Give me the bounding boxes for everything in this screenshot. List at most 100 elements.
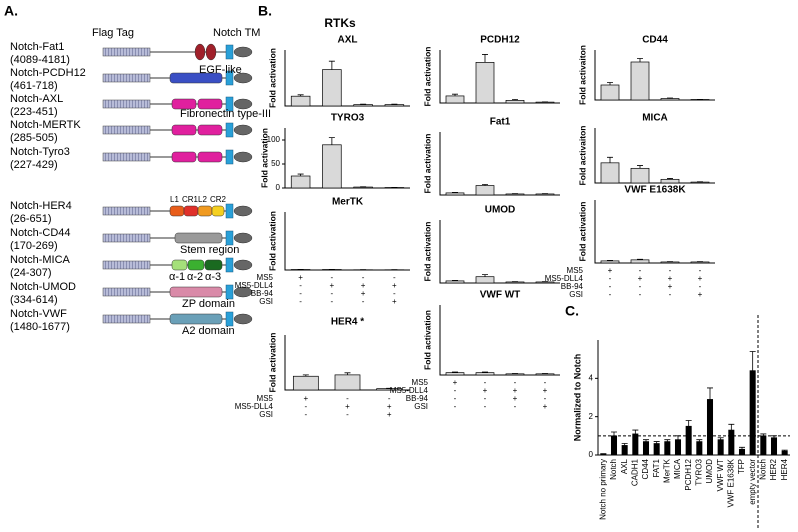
construct-name: Notch-AXL (10, 93, 63, 105)
error-bar (664, 439, 671, 442)
annotation: α-3 (205, 271, 221, 283)
chart-title: TYRO3 (331, 113, 365, 124)
error-bar (452, 191, 458, 193)
domain (169, 286, 223, 298)
y-axis-label: Fold activation (422, 47, 432, 107)
bar (505, 281, 525, 284)
bar (660, 178, 680, 184)
condition-sign: + (303, 394, 308, 403)
condition-sign: + (361, 281, 366, 290)
bar (322, 69, 342, 107)
bar (664, 441, 671, 456)
error-bar (482, 54, 488, 63)
condition-sign: - (484, 402, 487, 411)
bar (642, 441, 650, 456)
flag-tag (102, 206, 151, 216)
annotation: EGF-like (199, 64, 242, 76)
domain (169, 72, 223, 84)
construct-range: (1480-1677) (10, 321, 70, 333)
condition-sign: - (388, 394, 391, 403)
x-tick-label: TYRO3 (694, 458, 703, 485)
axis (439, 50, 560, 104)
domain (205, 43, 217, 61)
condition-sign: + (387, 410, 392, 419)
annotation: Notch TM (213, 27, 260, 39)
condition-sign: - (304, 402, 307, 411)
condition-sign: - (331, 297, 334, 306)
construct-name: Notch-MICA (10, 254, 71, 266)
domain (171, 259, 188, 271)
condition-name: MS5-DLL4 (235, 402, 274, 411)
condition-name: MS5 (257, 394, 274, 403)
chart-title: Fat1 (490, 117, 511, 128)
error-bar (297, 173, 304, 176)
condition-sign: + (483, 386, 488, 395)
axis (284, 335, 410, 391)
condition-sign: - (669, 266, 672, 275)
x-tick-label: MICA (673, 458, 682, 479)
bar (630, 61, 650, 101)
notch-tm (225, 44, 234, 60)
error-bar (717, 437, 724, 440)
y-axis-label: Fold activation (577, 202, 587, 262)
bar (475, 372, 495, 376)
condition-sign: - (609, 290, 612, 299)
construct-name: Notch-HER4 (10, 200, 72, 212)
x-tick-label: Notch (758, 459, 767, 480)
notch-tm (225, 203, 234, 219)
flag-tag (102, 73, 151, 83)
bar (660, 98, 680, 101)
x-tick-label: TFP (737, 459, 746, 474)
condition-sign: - (699, 266, 702, 275)
chart-title: MerTK (332, 197, 364, 208)
construct-range: (285-505) (10, 132, 58, 144)
chart-title: AXL (338, 35, 358, 46)
bar (445, 372, 465, 376)
bar (290, 175, 311, 189)
condition-sign: - (346, 410, 349, 419)
condition-name: MS5 (412, 378, 429, 387)
bar (505, 99, 525, 104)
condition-sign: + (608, 266, 613, 275)
error-bar (667, 178, 673, 180)
bar (535, 373, 555, 376)
construct-range: (4089-4181) (10, 54, 70, 66)
annotation: CR1 (182, 195, 199, 204)
chart-title: HER4 * (331, 317, 364, 328)
construct-range: (461-718) (10, 80, 58, 92)
bar (445, 280, 465, 284)
condition-name: MS5-DLL4 (545, 274, 584, 283)
error-bar (685, 420, 692, 427)
x-tick-label: VWF WT (716, 459, 725, 492)
condition-sign: + (638, 274, 643, 283)
condition-sign: - (393, 289, 396, 298)
condition-sign: - (544, 394, 547, 403)
construct-name: Notch-MERTK (10, 119, 81, 131)
construct-range: (26-651) (10, 213, 52, 225)
error-bar (781, 449, 788, 452)
bar (445, 95, 465, 104)
error-bar (328, 60, 335, 70)
error-bar (302, 374, 309, 377)
error-bar (637, 165, 643, 169)
bar (292, 375, 319, 391)
error-bar (632, 429, 639, 434)
error-bar (637, 258, 643, 260)
condition-sign: - (304, 410, 307, 419)
condition-name: GSI (569, 290, 583, 299)
domain (187, 259, 205, 271)
condition-sign: + (543, 402, 548, 411)
condition-name: MS5-DLL4 (390, 386, 429, 395)
domain (197, 98, 223, 110)
condition-sign: - (609, 282, 612, 291)
condition-name: MS5 (257, 273, 274, 282)
bar (760, 435, 767, 456)
bar (781, 450, 788, 456)
flag-tag (102, 125, 151, 135)
error-bar (452, 93, 458, 96)
condition-sign: - (393, 273, 396, 282)
bar (674, 439, 682, 456)
construct-range: (170-269) (10, 240, 58, 252)
condition-sign: + (330, 281, 335, 290)
